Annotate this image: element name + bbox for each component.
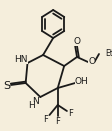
Text: O: O: [87, 58, 94, 67]
Text: O: O: [73, 37, 80, 45]
Text: HN: HN: [14, 54, 28, 64]
Text: F: F: [55, 118, 60, 127]
Text: S: S: [3, 81, 10, 91]
Text: H: H: [28, 102, 34, 111]
Text: Et: Et: [104, 50, 112, 59]
Text: OH: OH: [74, 78, 88, 86]
Text: F: F: [43, 114, 48, 124]
Text: N: N: [32, 97, 39, 107]
Text: F: F: [68, 110, 72, 119]
